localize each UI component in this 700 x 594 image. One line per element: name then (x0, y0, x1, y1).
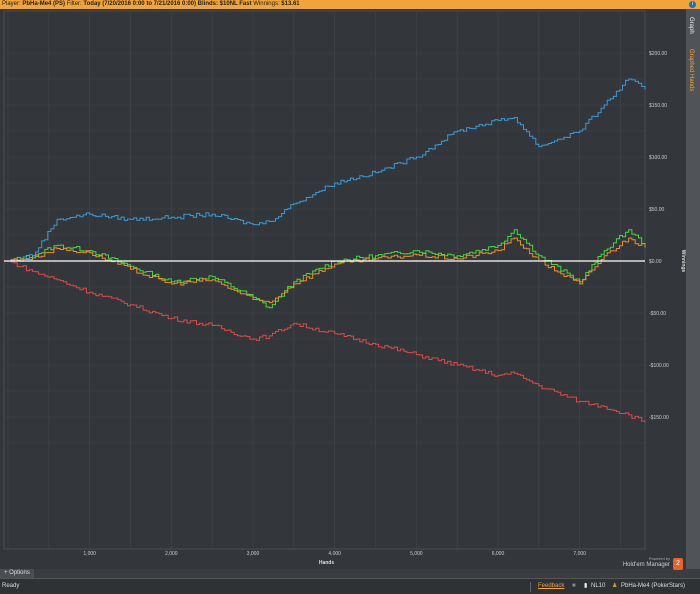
options-button[interactable]: + Options (0, 569, 34, 578)
filter-bar: Player: PbHa-Me4 (PS) Filter: Today (7/2… (0, 0, 700, 9)
tab-graphed-hands[interactable]: Graphed Hands (688, 49, 694, 92)
player-label: Player: (2, 1, 21, 7)
x-tick-label: 6,000 (492, 551, 505, 557)
stake-icon: ▮ (584, 583, 588, 589)
x-tick-label: 4,000 (328, 551, 341, 557)
tab-graph[interactable]: Graph (688, 17, 694, 34)
x-tick-label: 2,000 (165, 551, 178, 557)
x-tick-label: 1,000 (83, 551, 96, 557)
series-line-non-showdown (8, 260, 646, 423)
filter-label: Filter: (66, 1, 82, 7)
y-tick-label: -$100.00 (649, 363, 669, 369)
divider (530, 582, 531, 592)
filter-value[interactable]: Today (7/20/2016 0:00 to 7/21/2016 0:00)… (83, 1, 252, 7)
x-tick-label: 5,000 (410, 551, 423, 557)
winnings-label: Winnings: (253, 1, 280, 7)
player-icon: ♟ (612, 583, 618, 589)
brand-name: Hold'em Manager (622, 562, 670, 568)
y-tick-label: $0.00 (649, 259, 662, 265)
active-player[interactable]: PbHa-Me4 (PokerStars) (621, 583, 686, 589)
series-line-showdown (8, 78, 646, 262)
status-text: Ready (2, 583, 20, 589)
y-axis-label: Winnings (680, 250, 686, 273)
hem-logo-icon: 2 (673, 558, 683, 570)
x-tick-label: 7,000 (573, 551, 586, 557)
status-bar: Ready Feedback ■ ▮ NL10 ♟ PbHa-Me4 (Poke… (0, 578, 700, 594)
plot-area (3, 10, 646, 550)
player-name: PbHa-Me4 (PS) (22, 1, 66, 7)
feedback-link[interactable]: Feedback (538, 583, 565, 589)
x-axis-label: Hands (319, 560, 335, 566)
options-label: Options (9, 570, 30, 576)
powered-by: Powered by (648, 556, 670, 561)
chart-area: 1,000 2,000 3,000 4,000 5,000 6,000 7,000 $200.… (0, 9, 686, 576)
winnings-value: $13.61 (281, 1, 300, 7)
y-tick-label: $200.00 (649, 51, 667, 57)
stake-label[interactable]: NL10 (591, 583, 606, 589)
winnings-chart: 1,000 2,000 3,000 4,000 5,000 6,000 7,000 $200.… (3, 10, 686, 576)
series-line-net-won (8, 229, 646, 309)
y-tick-label: $150.00 (649, 103, 667, 109)
side-tabs: Graph Graphed Hands (686, 9, 700, 569)
chat-icon[interactable]: ■ (572, 583, 576, 589)
info-icon[interactable]: i (689, 1, 696, 8)
expand-icon: + (4, 570, 10, 576)
y-tick-label: -$150.00 (649, 415, 669, 421)
y-tick-label: $50.00 (649, 207, 665, 213)
bottom-bar (0, 569, 700, 578)
y-tick-label: $100.00 (649, 155, 667, 161)
x-tick-label: 3,000 (247, 551, 260, 557)
y-tick-label: -$50.00 (649, 311, 666, 317)
